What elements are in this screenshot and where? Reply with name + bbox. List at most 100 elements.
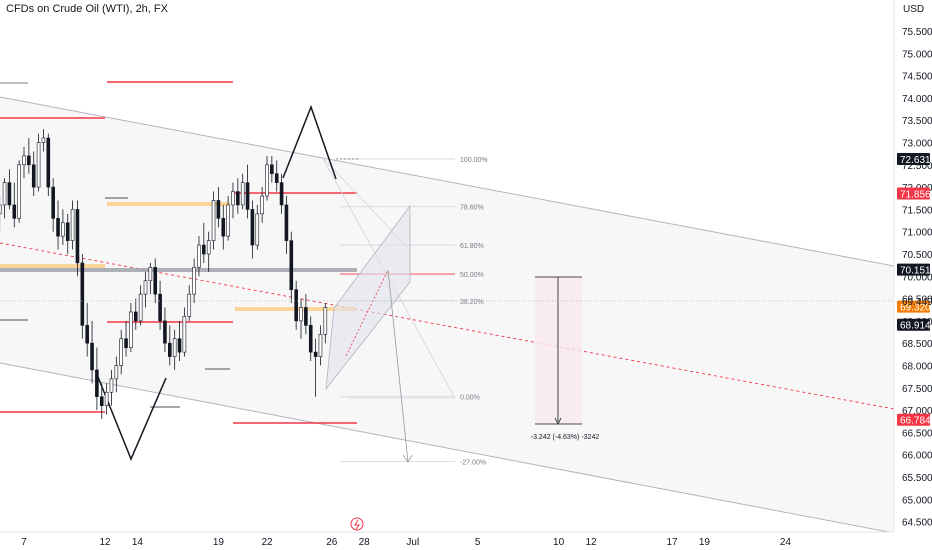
candle-body-57	[245, 182, 250, 210]
price-badge-text-6: 66.784	[900, 416, 931, 427]
candle-body-72	[318, 333, 323, 357]
projection-arrow-line	[387, 269, 409, 463]
candle-body-9	[12, 204, 17, 219]
lightning-icon-glyph	[354, 519, 360, 530]
candle-body-55	[236, 191, 240, 206]
candle-body-46	[192, 267, 196, 295]
candle-body-50	[211, 200, 216, 241]
y-tick-18: 73.000	[902, 139, 932, 150]
price-badge-text-1: 72.631	[900, 155, 931, 166]
y-tick-8: 68.000	[902, 362, 932, 373]
candle-body-19	[61, 222, 65, 237]
candle-body-37	[148, 267, 153, 282]
candle-body-32	[124, 338, 128, 348]
y-tick-7: 67.500	[902, 384, 932, 395]
peak-top-drawing	[282, 104, 337, 180]
measure-label: -3.242 (-4.63%) -3242	[531, 434, 600, 441]
x-tick-2: 12	[99, 537, 111, 548]
candle-body-23	[80, 262, 85, 326]
candle-body-40	[163, 320, 167, 344]
price-badge-text-3: 70.151	[900, 266, 931, 277]
y-tick-2: 65.000	[902, 495, 932, 506]
y-tick-11: 69.500	[902, 295, 932, 306]
candle-body-60	[260, 195, 264, 215]
chart-title: CFDs on Crude Oil (WTI), 2h, FX	[6, 3, 168, 15]
fib-label-4: 50.00%	[460, 272, 484, 279]
y-tick-21: 74.500	[902, 72, 932, 83]
candle-body-13	[31, 164, 36, 188]
candle-body-39	[158, 293, 162, 322]
measure-box	[535, 277, 582, 424]
y-tick-22: 75.000	[902, 49, 932, 60]
candle-body-7	[2, 182, 7, 206]
x-tick-1: 7	[21, 537, 27, 548]
candle-body-56	[240, 182, 245, 206]
candle-body-15	[41, 137, 46, 143]
x-tick-8: Jul	[406, 537, 419, 548]
candle-body-45	[187, 293, 192, 317]
y-tick-6: 67.000	[902, 406, 932, 417]
candle-body-61	[265, 164, 269, 197]
x-tick-6: 26	[326, 537, 338, 548]
candle-body-16	[46, 137, 51, 188]
candle-body-8	[7, 182, 12, 206]
x-tick-4: 19	[213, 537, 225, 548]
candle-body-59	[255, 213, 260, 246]
fib-label-7: -27.00%	[460, 459, 486, 466]
fib-label-1: 100.00%	[460, 157, 488, 164]
x-tick-9: 5	[475, 537, 481, 548]
orange-zone-1	[0, 264, 105, 268]
candle-body-11	[22, 155, 26, 166]
price-badge-2	[897, 187, 930, 200]
candle-body-35	[138, 293, 143, 322]
candle-body-34	[133, 311, 138, 322]
x-tick-10: 10	[553, 537, 565, 548]
price-badge-text-2: 71.856	[900, 190, 931, 201]
candle-body-33	[129, 311, 133, 348]
y-tick-19: 73.500	[902, 116, 932, 127]
candle-body-67	[294, 289, 298, 322]
candle-body-51	[216, 200, 221, 219]
y-tick-20: 74.000	[902, 94, 932, 105]
fib-label-5: 38.20%	[460, 299, 484, 306]
candle-body-31	[119, 338, 123, 366]
x-tick-7: 28	[359, 537, 371, 548]
candle-body-53	[226, 204, 230, 237]
candle-body-10	[17, 164, 21, 219]
measure-arrow-head	[554, 417, 562, 425]
lightning-icon[interactable]	[350, 517, 364, 531]
fib-label-3: 61.80%	[460, 243, 484, 250]
candle-body-20	[65, 222, 70, 241]
candle-body-29	[109, 378, 114, 393]
candle-body-28	[104, 391, 109, 406]
candle-body-71	[313, 351, 318, 357]
candle-body-66	[289, 240, 294, 290]
candle-body-48	[202, 244, 206, 255]
current-price-text: 69.449	[902, 297, 932, 308]
x-tick-13: 19	[699, 537, 711, 548]
candle-body-21	[70, 209, 75, 241]
candle-body-12	[27, 155, 31, 166]
projection-arrow-head	[402, 454, 413, 463]
fib-label-6: 0.00%	[460, 395, 480, 402]
candle-body-62	[270, 164, 274, 175]
y-tick-12: 70.000	[902, 272, 932, 283]
candle-body-68	[299, 307, 303, 322]
price-badge-5	[897, 318, 930, 331]
ascending-channel	[325, 204, 411, 391]
candle-body-58	[250, 209, 255, 246]
candle-body-17	[51, 186, 55, 219]
candle-body-38	[153, 267, 158, 295]
candle-body-41	[168, 342, 172, 357]
v-bottom-drawing	[97, 376, 167, 461]
fib-label-2: 78.60%	[460, 205, 484, 212]
currency-label: USD	[903, 4, 924, 15]
channel-lower-line	[0, 362, 895, 534]
candle-body-27	[99, 396, 104, 406]
candle-body-43	[177, 338, 182, 353]
candle-body-52	[221, 218, 226, 237]
candle-body-73	[323, 307, 328, 335]
x-tick-11: 12	[585, 537, 597, 548]
x-tick-3: 14	[132, 537, 144, 548]
